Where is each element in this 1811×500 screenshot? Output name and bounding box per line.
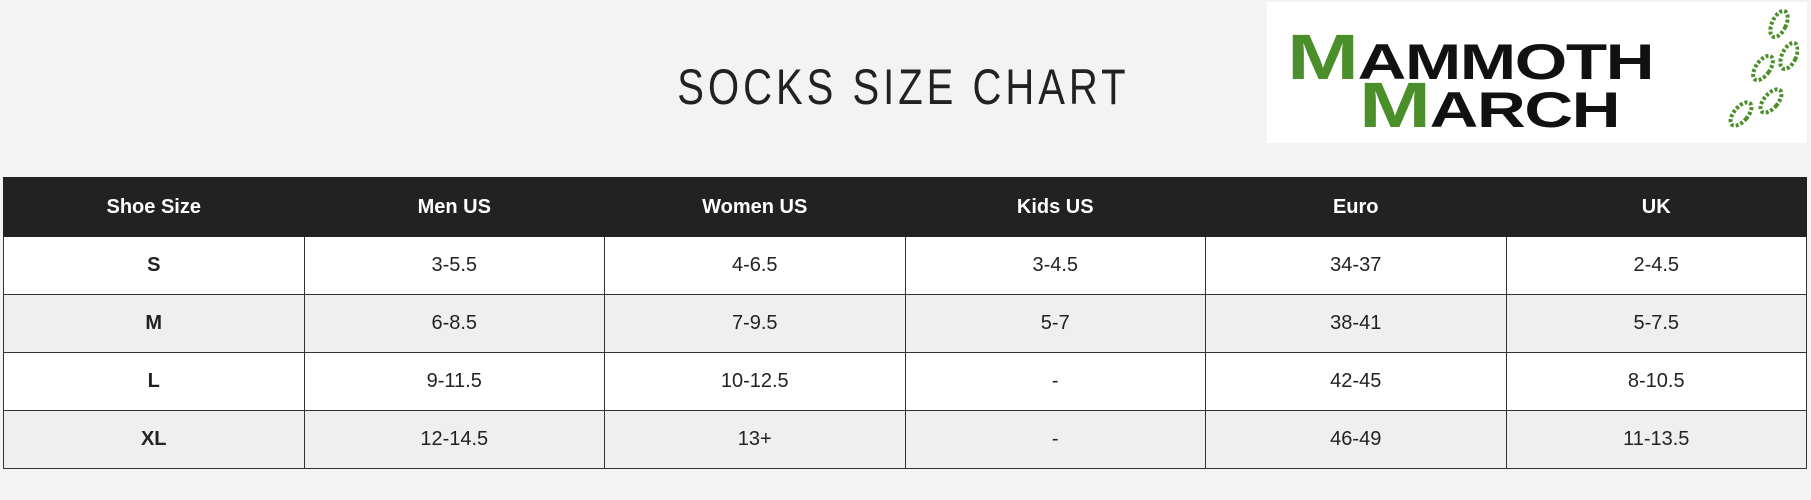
table-cell: - — [904, 410, 1206, 469]
page-title: SOCKS SIZE CHART — [677, 59, 1130, 115]
table-cell: 8-10.5 — [1505, 352, 1807, 411]
logo-line-2: MARCH — [1359, 69, 1621, 141]
table-row: M 6-8.5 7-9.5 5-7 38-41 5-7.5 — [3, 294, 1807, 353]
table-cell: 9-11.5 — [303, 352, 605, 411]
table-cell: 3-5.5 — [303, 236, 605, 295]
table-cell: 42-45 — [1205, 352, 1507, 411]
table-cell: 2-4.5 — [1505, 236, 1807, 295]
table-cell: - — [904, 352, 1206, 411]
table-cell: 6-8.5 — [303, 294, 605, 353]
size-chart-table: Shoe Size Men US Women US Kids US Euro U… — [3, 177, 1807, 469]
table-row: S 3-5.5 4-6.5 3-4.5 34-37 2-4.5 — [3, 236, 1807, 295]
footprints-icon — [1728, 8, 1799, 128]
logo-line-1: MAMMOTH — [1287, 21, 1655, 93]
header-women-us: Women US — [604, 177, 906, 237]
table-cell: 38-41 — [1205, 294, 1507, 353]
table-cell: 5-7.5 — [1505, 294, 1807, 353]
table-cell: 11-13.5 — [1505, 410, 1807, 469]
header-shoe-size: Shoe Size — [3, 177, 305, 237]
table-cell: XL — [3, 410, 305, 469]
table-cell: 12-14.5 — [303, 410, 605, 469]
mammoth-march-logo: MAMMOTH MARCH — [1267, 2, 1807, 143]
table-cell: 5-7 — [904, 294, 1206, 353]
table-row: L 9-11.5 10-12.5-42-45 8-10.5 — [3, 352, 1807, 411]
table-cell: 10-12.5 — [604, 352, 906, 411]
header-men-us: Men US — [303, 177, 605, 237]
table-cell: 34-37 — [1205, 236, 1507, 295]
table-cell: 4-6.5 — [604, 236, 906, 295]
table-cell: M — [3, 294, 305, 353]
header-kids-us: Kids US — [904, 177, 1206, 237]
table-cell: 46-49 — [1205, 410, 1507, 469]
table-cell: L — [3, 352, 305, 411]
header-uk: UK — [1505, 177, 1807, 237]
table-cell: 3-4.5 — [904, 236, 1206, 295]
header-euro: Euro — [1205, 177, 1507, 237]
table-row: XL 12-14.5 13+ -46-49 11-13.5 — [3, 410, 1807, 469]
table-cell: S — [3, 236, 305, 295]
table-cell: 7-9.5 — [604, 294, 906, 353]
table-header-row: Shoe Size Men US Women US Kids US Euro U… — [3, 177, 1807, 237]
table-cell: 13+ — [604, 410, 906, 469]
